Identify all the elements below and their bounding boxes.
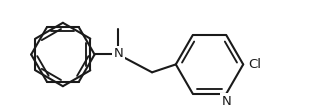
Text: N: N — [221, 95, 231, 108]
Text: N: N — [113, 47, 123, 60]
Text: Cl: Cl — [248, 58, 261, 71]
